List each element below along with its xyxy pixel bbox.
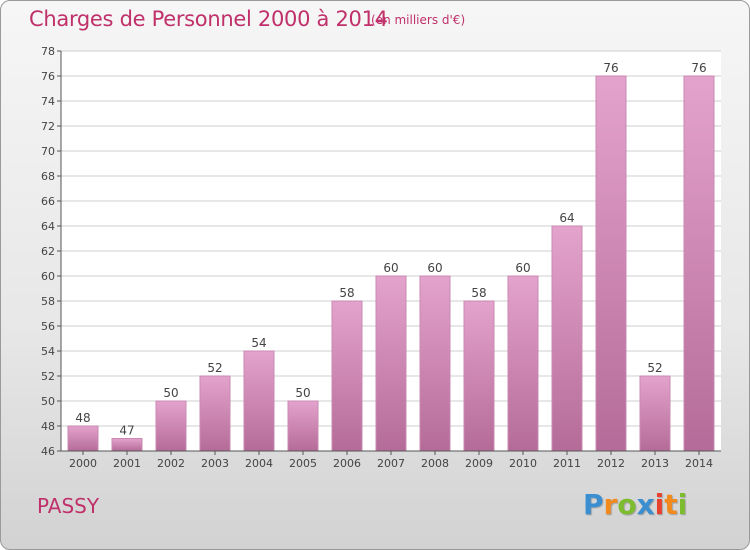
data-label: 58 [339,286,354,300]
data-label: 52 [207,361,222,375]
bar-2013 [639,375,671,452]
y-tick-label: 68 [41,170,55,183]
chart-subtitle: (en milliers d'€) [371,13,466,27]
x-tick-label: 2010 [509,457,537,470]
x-tick-label: 2014 [685,457,713,470]
data-label: 54 [251,336,266,350]
data-label: 60 [427,261,442,275]
logo-letter: x [636,488,655,521]
data-label: 60 [515,261,530,275]
x-tick-label: 2009 [465,457,493,470]
data-label: 76 [603,61,618,75]
logo-letter: i [677,488,688,521]
data-label: 64 [559,211,574,225]
data-label: 50 [163,386,178,400]
x-tick-label: 2001 [113,457,141,470]
y-tick-label: 70 [41,145,55,158]
place-name: PASSY [37,494,100,518]
bar-2003 [199,375,231,452]
y-tick-label: 54 [41,345,55,358]
y-tick-label: 50 [41,395,55,408]
proxiti-logo: Proxiti [583,488,687,521]
x-tick-label: 2005 [289,457,317,470]
x-tick-label: 2000 [69,457,97,470]
y-tick-label: 46 [41,445,55,458]
logo-letter: t [664,488,678,521]
x-tick-label: 2006 [333,457,361,470]
x-tick-label: 2004 [245,457,273,470]
bar-2000 [67,425,99,452]
logo-letter: i [654,488,665,521]
logo-letter: r [603,488,618,521]
bar-2001 [111,438,143,452]
bar-2006 [331,300,363,452]
bar-2008 [419,275,451,452]
bar-2002 [155,400,187,452]
y-tick-label: 64 [41,220,55,233]
y-tick-label: 62 [41,245,55,258]
y-tick-label: 52 [41,370,55,383]
y-tick-label: 48 [41,420,55,433]
x-tick-label: 2013 [641,457,669,470]
y-tick-label: 60 [41,270,55,283]
bar-2004 [243,350,275,452]
bar-2012 [595,75,627,452]
bar-2014 [683,75,715,452]
bar-2009 [463,300,495,452]
data-label: 76 [691,61,706,75]
y-tick-label: 76 [41,70,55,83]
x-tick-label: 2002 [157,457,185,470]
logo-letter: P [583,488,604,521]
x-tick-label: 2008 [421,457,449,470]
y-tick-label: 56 [41,320,55,333]
y-tick-label: 78 [41,45,55,58]
data-label: 52 [647,361,662,375]
bar-2005 [287,400,319,452]
data-label: 48 [75,411,90,425]
bar-2010 [507,275,539,452]
logo-letter: o [617,488,637,521]
y-tick-label: 72 [41,120,55,133]
x-tick-label: 2012 [597,457,625,470]
data-label: 47 [119,424,134,438]
data-label: 58 [471,286,486,300]
chart-title: Charges de Personnel 2000 à 2014 [29,7,388,31]
x-tick-label: 2003 [201,457,229,470]
y-tick-label: 66 [41,195,55,208]
x-tick-label: 2007 [377,457,405,470]
data-label: 60 [383,261,398,275]
y-tick-label: 74 [41,95,55,108]
data-label: 50 [295,386,310,400]
bar-2007 [375,275,407,452]
bar-2011 [551,225,583,452]
y-tick-label: 58 [41,295,55,308]
x-tick-label: 2011 [553,457,581,470]
